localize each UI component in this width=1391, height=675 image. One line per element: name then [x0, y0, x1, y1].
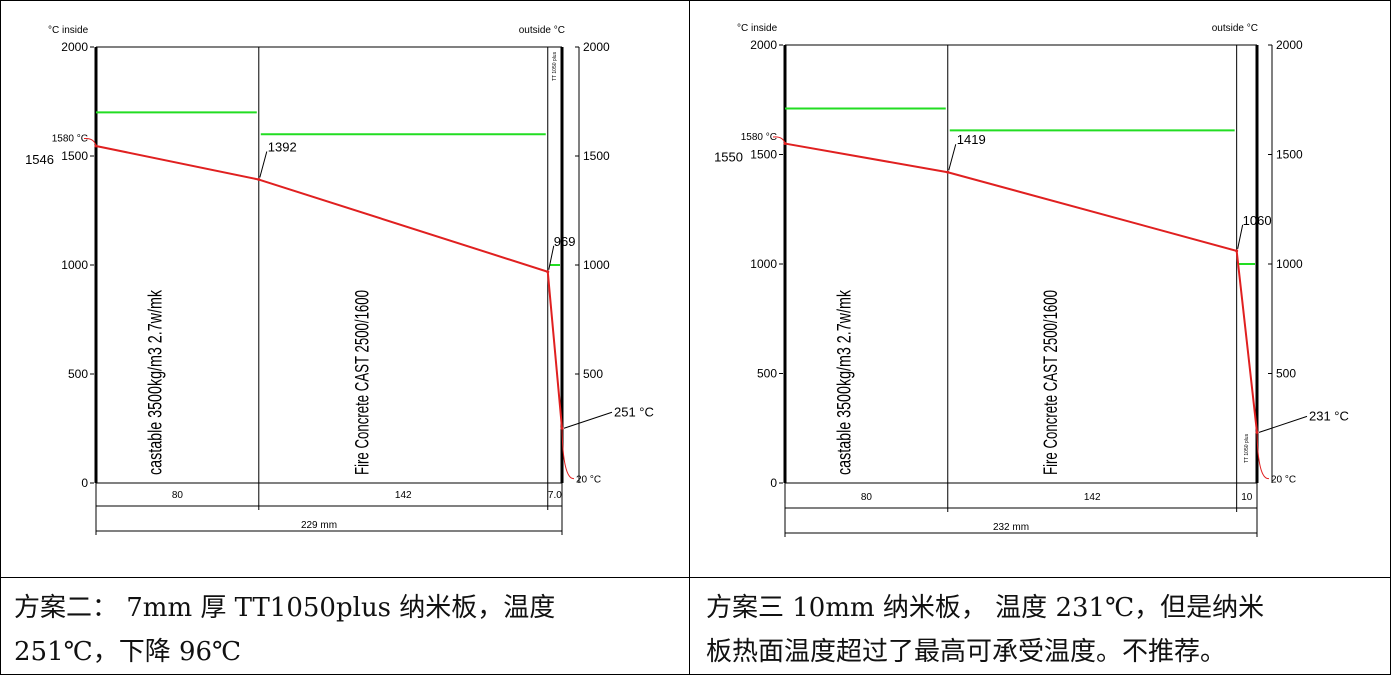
- layer-thickness-3: 10: [1241, 492, 1253, 503]
- left-axis-label: °C inside: [737, 23, 778, 34]
- right-tick-label: 1000: [1276, 257, 1303, 271]
- caption-scheme-2-line2: 251℃，下降 96℃: [14, 637, 242, 667]
- interface-1-leader: [259, 151, 268, 178]
- interface-1-temp: 1419: [957, 132, 986, 147]
- right-tick-label: 2000: [583, 40, 610, 54]
- left-tick-label: 500: [68, 367, 88, 381]
- layer-name-thin: TT 1050 plus: [552, 51, 558, 81]
- cold-face-temp: 251 °C: [614, 404, 654, 419]
- row-divider: [0, 577, 1391, 578]
- left-axis-label: °C inside: [48, 25, 89, 36]
- total-thickness: 232 mm: [993, 522, 1029, 533]
- caption-scheme-3: 方案三 10mm 纳米板， 温度 231℃，但是纳米 板热面温度超过了最高可承受…: [706, 586, 1381, 674]
- right-axis-label: outside °C: [1212, 23, 1258, 34]
- cold-face-temp: 231 °C: [1309, 408, 1349, 423]
- profile-point: [1235, 249, 1239, 253]
- caption-scheme-2: 方案二： 7mm 厚 TT1050plus 纳米板，温度 251℃，下降 96℃: [14, 586, 679, 674]
- left-tick-label: 1500: [750, 148, 777, 162]
- layer-name-2: Fire Concrete CAST 2500/1600: [1041, 290, 1062, 475]
- layer-thickness-2: 142: [1084, 492, 1101, 503]
- temperature-profile-line: [784, 142, 1258, 433]
- hot-face-temp: 1550: [714, 150, 743, 165]
- layer-thickness-1: 80: [861, 492, 873, 503]
- temperature-profile-line: [95, 144, 563, 429]
- ambient-temp: 20 °C: [1271, 475, 1296, 486]
- inside-gas-temp: 1580 °C: [52, 134, 88, 145]
- interface-1-leader: [948, 144, 957, 171]
- caption-scheme-3-line1: 方案三 10mm 纳米板， 温度 231℃，但是纳米: [706, 593, 1265, 623]
- cold-face-leader: [563, 411, 613, 429]
- profile-point: [546, 270, 550, 274]
- right-tick-label: 1000: [583, 258, 610, 272]
- layer-thickness-2: 142: [395, 490, 412, 501]
- outside-ambient-curve: [561, 428, 575, 480]
- caption-scheme-2-line1: 方案二： 7mm 厚 TT1050plus 纳米板，温度: [14, 593, 556, 623]
- interface-2-leader: [548, 245, 555, 270]
- column-divider: [689, 0, 690, 675]
- left-tick-label: 2000: [61, 40, 88, 54]
- inside-gas-temp: 1580 °C: [741, 132, 777, 143]
- right-tick-label: 2000: [1276, 38, 1303, 52]
- cold-face-leader: [1258, 415, 1308, 433]
- interface-2-temp: 969: [554, 234, 576, 249]
- layer-thickness-1: 80: [172, 490, 184, 501]
- left-tick-label: 0: [770, 476, 777, 490]
- temperature-chart-scheme-2: °C inside outside °C 0 500 1000 1500 2000 500 10…: [25, 25, 654, 535]
- profile-point: [946, 170, 950, 174]
- left-tick-label: 2000: [750, 38, 777, 52]
- right-axis-label: outside °C: [519, 25, 565, 36]
- interface-2-temp: 1060: [1243, 213, 1272, 228]
- right-tick-label: 500: [1276, 367, 1296, 381]
- left-tick-label: 0: [81, 476, 88, 490]
- profile-point: [94, 144, 98, 148]
- ambient-temp: 20 °C: [576, 475, 601, 486]
- left-tick-label: 1000: [61, 258, 88, 272]
- profile-point: [257, 178, 261, 182]
- interface-1-temp: 1392: [268, 140, 297, 155]
- layer-name-thin: TT 1050 plus: [1244, 433, 1250, 463]
- right-tick-label: 500: [583, 367, 603, 381]
- left-tick-label: 1500: [61, 149, 88, 163]
- right-tick-label: 1500: [583, 149, 610, 163]
- hot-face-temp: 1546: [25, 152, 54, 167]
- outside-ambient-curve: [1256, 432, 1270, 480]
- left-tick-label: 500: [757, 367, 777, 381]
- layer-name-1: castable 3500kg/m3 2.7w/mk: [834, 290, 855, 475]
- temperature-chart-scheme-3: °C inside outside °C 0 500 1000 1500 2000 500 10…: [714, 23, 1349, 537]
- left-tick-label: 1000: [750, 257, 777, 271]
- interface-2-leader: [1237, 224, 1244, 249]
- profile-point: [560, 426, 564, 430]
- total-thickness: 229 mm: [301, 520, 337, 531]
- caption-scheme-3-line2: 板热面温度超过了最高可承受温度。不推荐。: [706, 637, 1227, 667]
- profile-point: [783, 142, 787, 146]
- layer-name-2: Fire Concrete CAST 2500/1600: [352, 290, 373, 475]
- layer-name-1: castable 3500kg/m3 2.7w/mk: [145, 290, 166, 475]
- right-tick-label: 1500: [1276, 148, 1303, 162]
- layer-thickness-3: 7.0: [548, 490, 562, 501]
- profile-point: [1255, 430, 1259, 434]
